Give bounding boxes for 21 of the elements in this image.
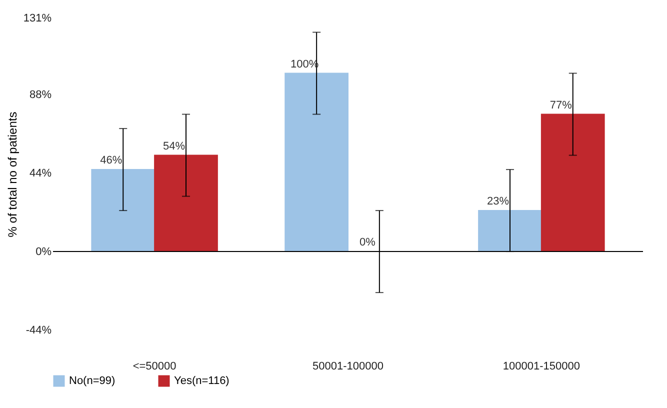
- legend-label: No(n=99): [69, 375, 116, 387]
- y-tick-label: 44%: [29, 168, 52, 180]
- x-tick-label: 100001-150000: [502, 360, 580, 372]
- bar: [91, 169, 156, 252]
- data-label: 0%: [359, 236, 376, 249]
- data-label: 23%: [486, 196, 510, 208]
- bar: [154, 154, 218, 252]
- bar: [284, 72, 348, 252]
- data-label: 54%: [162, 140, 186, 152]
- y-tick-label: 131%: [23, 12, 52, 24]
- bar: [540, 114, 605, 252]
- x-tick-label: <=50000: [132, 360, 176, 372]
- y-axis-title: % of total no of patients: [5, 112, 20, 238]
- legend-label: Yes(n=116): [174, 375, 230, 387]
- bar: [478, 210, 542, 252]
- data-label: 77%: [550, 99, 572, 112]
- data-label: 46%: [100, 154, 122, 167]
- y-tick-label: 88%: [29, 89, 52, 102]
- y-tick-label: 0%: [36, 246, 52, 258]
- y-tick-label: -44%: [26, 324, 52, 336]
- x-tick-label: 50001-100000: [312, 360, 384, 372]
